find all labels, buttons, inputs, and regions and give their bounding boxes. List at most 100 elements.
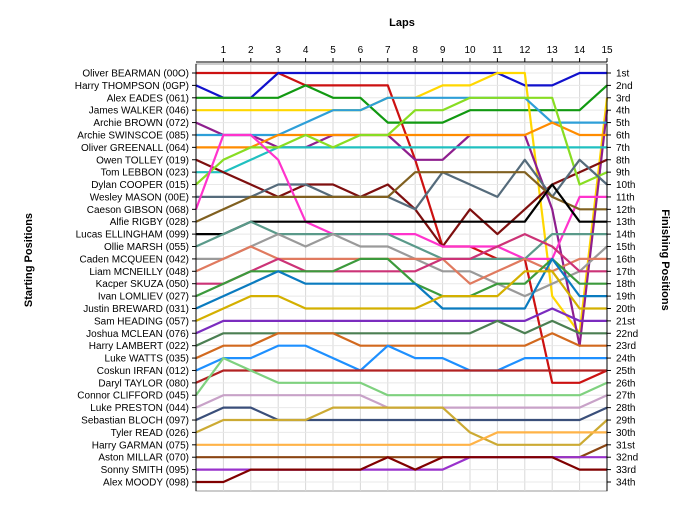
driver-label: Harry GARMAN (075) [92,440,189,451]
finish-position-label: 19th [616,292,635,303]
x-tick-label: 13 [547,45,559,56]
finish-position-label: 20th [616,304,635,315]
driver-label: Harry LAMBERT (022) [89,341,189,352]
finish-position-label: 34th [616,478,635,489]
finish-position-label: 24th [616,354,635,365]
finish-position-label: 11th [616,192,635,203]
series-line [195,220,607,260]
x-tick-label: 7 [385,45,391,56]
driver-label: Alex MOODY (098) [103,478,189,489]
driver-label: Alfie RIGBY (028) [110,217,189,228]
driver-label: Ollie MARSH (055) [104,242,189,253]
finish-position-label: 22nd [616,329,638,340]
driver-label: Oliver GREENALL (064) [81,143,189,154]
series-line [196,158,608,211]
driver-label: Luke PRESTON (044) [90,403,189,414]
x-tick-label: 5 [330,45,336,56]
driver-label: Alex EADES (061) [107,93,189,104]
plot-area [195,63,608,492]
y-axis-title-right: Finishing Positions [659,209,671,310]
grid [195,63,608,492]
x-tick-label: 6 [358,45,364,56]
x-tick-label: 4 [303,45,309,56]
series-line [196,96,607,137]
series-line [195,406,608,446]
series-line [196,431,607,446]
driver-label: Dylan COOPER (015) [91,180,189,191]
finish-position-label: 6th [616,130,630,141]
finish-position-label: 27th [616,391,635,402]
driver-label: Ivan LOMLIEV (027) [98,292,189,303]
series-line [195,307,607,335]
series-line [195,406,608,422]
finish-position-label: 7th [616,143,630,154]
finish-position-label: 10th [616,180,635,191]
x-tick-label: 10 [464,45,476,56]
series-layer [194,71,609,484]
x-tick-label: 3 [275,45,281,56]
finish-position-label: 16th [616,254,635,265]
series-line [195,245,607,285]
series-line [195,71,607,99]
series-line [194,133,607,260]
finish-position-label: 12th [616,205,635,216]
finish-position-label: 25th [616,366,635,377]
finish-position-label: 1st [616,69,630,80]
finish-position-label: 33rd [616,465,636,476]
finish-position-label: 4th [616,106,630,117]
x-tick-label: 14 [574,45,586,56]
driver-label: Tom LEBBON (023) [101,168,189,179]
driver-label: Owen TOLLEY (019) [96,155,189,166]
x-tick-label: 9 [440,45,446,56]
driver-label: Justin BREWARD (031) [83,304,189,315]
driver-label: Archie SWINSCOE (085) [77,130,189,141]
driver-label: Lucas ELLINGHAM (099) [76,230,189,241]
finish-position-label: 28th [616,403,635,414]
finish-position-label: 31st [616,440,635,451]
series-line [195,171,607,223]
driver-label: Luke WATTS (035) [105,354,189,365]
x-axis-title: Laps [389,17,415,29]
finish-position-label: 15th [616,242,635,253]
y-axis-title-left: Starting Positions [23,213,35,307]
driver-label: Oliver BEARMAN (00O) [82,69,189,80]
driver-label: Kacper SKUZA (050) [96,279,189,290]
label-layer: Oliver BEARMAN (00O)Harry THOMPSON (0GP)… [75,69,639,489]
driver-label: Sonny SMITH (095) [101,465,189,476]
driver-label: Coskun IRFAN (012) [97,366,189,377]
finish-position-label: 17th [616,267,635,278]
finish-position-label: 30th [616,428,635,439]
series-line [196,146,607,174]
finish-position-label: 9th [616,168,630,179]
driver-label: Connor CLIFFORD (045) [77,391,189,402]
finish-position-label: 5th [616,118,630,129]
series-line [195,344,607,372]
driver-label: Wesley MASON (00E) [90,192,189,203]
finish-position-label: 14th [616,230,635,241]
driver-label: Sam HEADING (057) [94,316,189,327]
axis-layer: 1 2 3 4 5 6 7 8 9 10 11 12 13 14 15 [192,45,613,491]
series-line [196,456,607,484]
series-line [195,270,607,322]
finish-position-label: 13th [616,217,635,228]
driver-label: Caeson GIBSON (068) [87,205,189,216]
driver-label: Archie BROWN (072) [93,118,189,129]
x-tick-label: 15 [601,45,613,56]
finish-position-label: 2nd [616,81,633,92]
x-tick-label: 12 [519,45,531,56]
series-line [195,369,607,384]
series-line [196,183,607,236]
series-line [195,357,608,397]
finish-position-label: 26th [616,378,635,389]
series-line [195,319,607,347]
finish-position-label: 18th [616,279,635,290]
series-line [195,257,607,310]
series-line [196,121,607,149]
driver-label: James WALKER (046) [89,106,189,117]
driver-label: Liam MCNEILLY (048) [89,267,189,278]
finish-position-label: 3rd [616,93,630,104]
driver-label: Tyler READ (026) [111,428,189,439]
x-tick-label: 8 [412,45,418,56]
driver-label: Sebastian BLOCH (097) [81,416,189,427]
